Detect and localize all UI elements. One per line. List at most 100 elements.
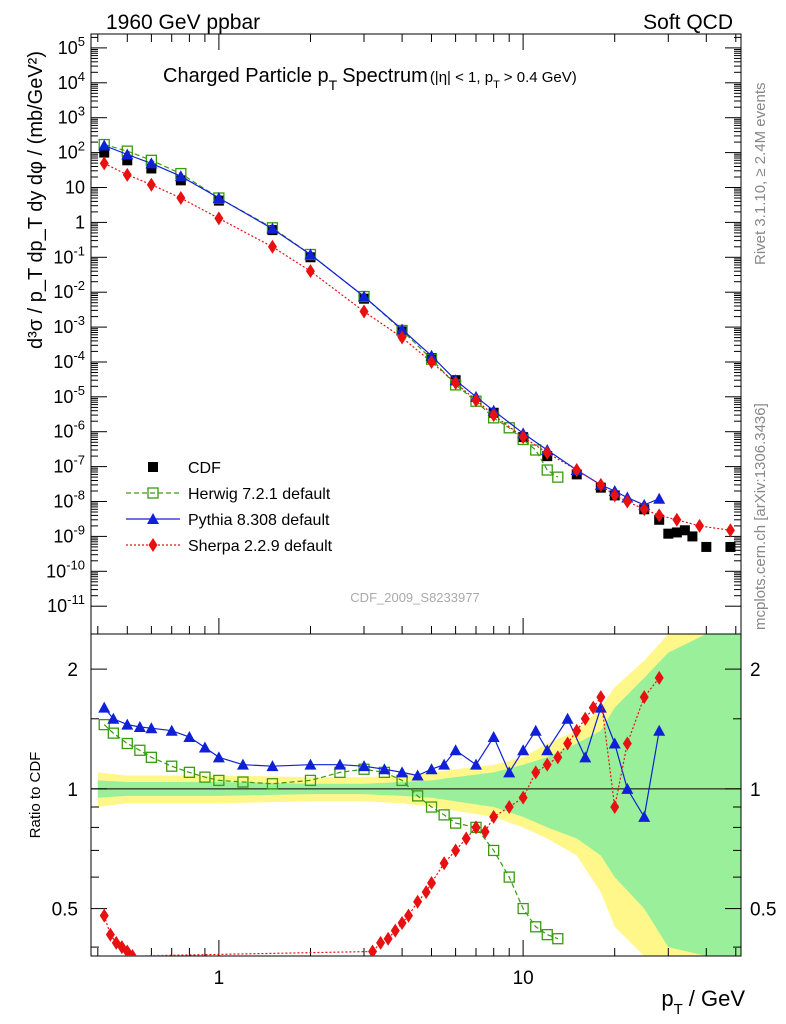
ratio-uncertainty-bands <box>97 634 741 956</box>
ratio-herwig-point <box>166 760 178 772</box>
ratio-sherpa-point <box>580 711 590 726</box>
plot-cut-a: (|η| < 1, p <box>430 69 493 86</box>
x-axis-label-p: p <box>661 986 673 1011</box>
ratio-herwig-point <box>266 778 279 790</box>
main-sherpa-point <box>305 264 315 279</box>
main-pythia-point <box>145 157 158 169</box>
ratio-sherpa-point <box>413 894 423 909</box>
y-tick-label-main: 103 <box>58 104 85 128</box>
ratio-pythia-point <box>517 744 530 756</box>
ratio-pythia-point <box>133 721 146 733</box>
y-tick-label-main: 105 <box>58 34 85 58</box>
ratio-series <box>98 670 666 956</box>
ratio-sherpa-point <box>127 949 137 956</box>
ratio-herwig-point <box>134 744 146 756</box>
plot-cut-b: > 0.4 GeV) <box>504 69 577 86</box>
y-tick-label-main: 10-7 <box>53 453 85 477</box>
ratio-sherpa-point <box>461 831 471 846</box>
ratio-pythia-point <box>621 782 634 794</box>
ratio-pythia-point <box>608 737 621 749</box>
ratio-herwig-point <box>121 737 133 750</box>
main-pythia-point <box>653 492 666 504</box>
ratio-pythia-point <box>212 751 225 763</box>
mcplots-reference-label: mcplots.cern.ch [arXiv:1306.3436] <box>752 403 769 630</box>
main-y-axis-label: d³σ / p_T dp_T dy dφ / (mb/GeV²) <box>25 51 47 349</box>
main-cdf-point <box>663 528 674 539</box>
ratio-pythia-point <box>165 724 178 736</box>
ratio-herwig-point <box>438 809 450 821</box>
ratio-y-axis-label: Ratio to CDF <box>27 752 44 839</box>
main-sherpa-point <box>610 488 620 503</box>
plot-title: Charged Particle pT Spectrum (|η| < 1, pT >… <box>163 65 577 93</box>
ratio-pythia-point <box>503 766 516 778</box>
legend: CDF Herwig 7.2.1 default Pythia 8.308 defa… <box>126 460 333 555</box>
ratio-sherpa-point <box>390 923 400 938</box>
main-sherpa-point <box>451 375 461 390</box>
ratio-herwig-point <box>107 727 119 739</box>
legend-herwig-label: Herwig 7.2.1 default <box>188 486 331 503</box>
header-category: Soft QCD <box>643 11 733 34</box>
main-sherpa-point <box>122 167 132 182</box>
legend-sherpa-marker <box>148 538 158 552</box>
ratio-sherpa-point <box>489 809 499 824</box>
legend-herwig-marker <box>147 487 159 499</box>
y-tick-label-main: 10-3 <box>53 313 85 337</box>
ratio-herwig-point <box>213 774 225 787</box>
y-tick-label-main: 10-10 <box>46 557 85 581</box>
ratio-herwig-point <box>449 817 462 829</box>
legend-sherpa-label: Sherpa 2.2.9 default <box>188 538 333 555</box>
main-cdf-point <box>725 541 736 552</box>
y-tick-label-ratio-right: 0.5 <box>750 900 776 921</box>
ratio-band-inner <box>97 634 741 956</box>
y-tick-label-main: 10-1 <box>53 243 85 267</box>
ratio-sherpa-point <box>421 885 431 900</box>
ratio-herwig-point <box>304 774 317 787</box>
main-sherpa-point <box>489 408 499 423</box>
ratio-sherpa-point <box>531 765 541 780</box>
main-pythia-point <box>396 323 409 335</box>
main-sherpa-point <box>622 494 632 509</box>
ratio-pythia-point <box>396 766 409 778</box>
ratio-pythia-point <box>449 744 462 756</box>
ratio-sherpa-point <box>471 820 481 835</box>
main-sherpa-point <box>471 393 481 408</box>
ratio-herwig-point <box>199 771 211 783</box>
y-tick-label-ratio: 0.5 <box>52 900 78 921</box>
ratio-herwig-point <box>98 718 110 731</box>
ratio-herwig-line <box>103 724 559 940</box>
main-sherpa-point <box>596 477 606 492</box>
main-pythia-point <box>98 139 111 151</box>
ratio-sherpa-point <box>376 935 386 950</box>
y-tick-label-ratio: 2 <box>67 660 78 681</box>
main-sherpa-point <box>672 512 682 527</box>
ratio-pythia-point <box>438 758 451 770</box>
ratio-herwig-point <box>552 933 564 945</box>
plot-title-tail: Spectrum <box>342 65 428 87</box>
legend-cdf-label: CDF <box>188 460 221 477</box>
ratio-herwig-point <box>517 902 529 915</box>
ratio-sherpa-point <box>383 931 393 946</box>
ratio-pythia-point <box>236 758 249 770</box>
main-sherpa-point <box>572 463 582 478</box>
ratio-sherpa-point <box>518 790 528 805</box>
main-sherpa-point <box>542 445 552 460</box>
main-cdf-point <box>701 541 712 552</box>
ratio-pythia-point <box>425 763 438 775</box>
ratio-sherpa-point <box>480 824 490 839</box>
plot-title-main: Charged Particle p <box>163 65 329 87</box>
ratio-pythia-point <box>304 758 317 770</box>
ratio-pythia-point <box>198 741 211 753</box>
main-sherpa-point <box>695 518 705 533</box>
ratio-sherpa-point <box>610 800 620 815</box>
ratio-sherpa-point <box>99 908 109 923</box>
ratio-pythia-point <box>579 751 592 763</box>
ratio-pythia-point <box>183 730 196 742</box>
main-pythia-point <box>212 191 225 203</box>
ratio-sherpa-point <box>542 757 552 772</box>
main-pythia-point <box>174 170 187 182</box>
ratio-pythia-point <box>529 724 542 736</box>
main-cdf-point <box>99 147 110 158</box>
ratio-sherpa-point <box>504 800 514 815</box>
ratio-pythia-point <box>266 760 279 772</box>
